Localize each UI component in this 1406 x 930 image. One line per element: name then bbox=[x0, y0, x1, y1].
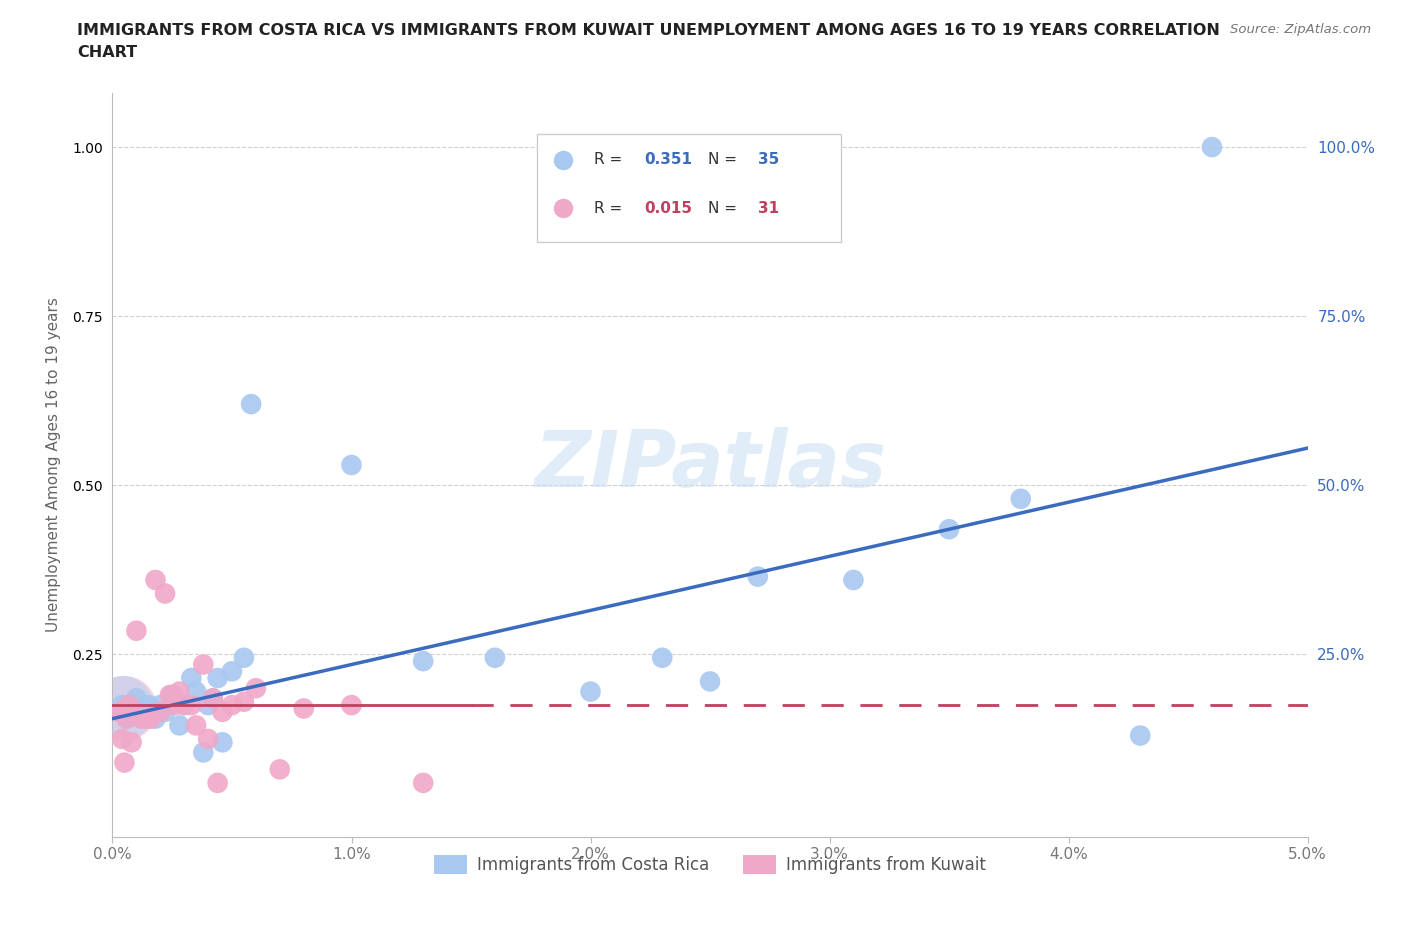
Point bbox=[340, 698, 363, 712]
Point bbox=[114, 708, 135, 723]
Point bbox=[269, 762, 291, 777]
Point bbox=[111, 698, 134, 712]
Text: N =: N = bbox=[707, 201, 741, 216]
Text: ZIPatlas: ZIPatlas bbox=[534, 427, 886, 503]
Point bbox=[201, 691, 224, 706]
Text: 0.351: 0.351 bbox=[644, 153, 692, 167]
Point bbox=[138, 698, 160, 712]
Text: 0.015: 0.015 bbox=[644, 201, 692, 216]
Point bbox=[1010, 491, 1032, 506]
Point bbox=[579, 684, 602, 699]
Point bbox=[221, 698, 243, 712]
Point bbox=[118, 698, 141, 712]
Point bbox=[149, 698, 172, 712]
Point bbox=[186, 684, 208, 699]
Point bbox=[180, 671, 202, 685]
Point bbox=[145, 573, 167, 588]
Point bbox=[111, 732, 134, 747]
Point bbox=[233, 650, 256, 665]
Point bbox=[245, 681, 267, 696]
Point bbox=[207, 671, 229, 685]
Point bbox=[111, 701, 134, 716]
Text: N =: N = bbox=[707, 153, 741, 167]
Point bbox=[129, 704, 152, 719]
Point bbox=[145, 711, 167, 726]
Point bbox=[233, 695, 256, 710]
Point bbox=[169, 684, 191, 699]
Point bbox=[197, 732, 219, 747]
Point bbox=[115, 711, 138, 726]
Point bbox=[139, 711, 162, 726]
Point bbox=[149, 704, 172, 719]
Point bbox=[173, 698, 195, 712]
Y-axis label: Unemployment Among Ages 16 to 19 years: Unemployment Among Ages 16 to 19 years bbox=[46, 298, 60, 632]
Point bbox=[125, 623, 148, 638]
Point bbox=[747, 569, 769, 584]
Point bbox=[240, 397, 263, 412]
Point bbox=[207, 776, 229, 790]
Point bbox=[211, 704, 233, 719]
FancyBboxPatch shape bbox=[537, 134, 842, 242]
Point bbox=[162, 687, 183, 702]
Point bbox=[115, 711, 138, 726]
Point bbox=[938, 522, 960, 537]
Point bbox=[340, 458, 363, 472]
Point bbox=[129, 711, 152, 726]
Point bbox=[197, 698, 219, 712]
Point bbox=[651, 650, 673, 665]
Point bbox=[121, 735, 143, 750]
Point bbox=[412, 776, 434, 790]
Point bbox=[121, 701, 143, 716]
Point bbox=[114, 755, 135, 770]
Point bbox=[412, 654, 434, 669]
Legend: Immigrants from Costa Rica, Immigrants from Kuwait: Immigrants from Costa Rica, Immigrants f… bbox=[427, 848, 993, 881]
Text: R =: R = bbox=[595, 201, 627, 216]
Point bbox=[193, 745, 215, 760]
Point bbox=[153, 586, 176, 601]
Point bbox=[842, 573, 865, 588]
Point bbox=[201, 691, 224, 706]
Point bbox=[108, 704, 131, 719]
Point bbox=[135, 711, 157, 726]
Text: IMMIGRANTS FROM COSTA RICA VS IMMIGRANTS FROM KUWAIT UNEMPLOYMENT AMONG AGES 16 : IMMIGRANTS FROM COSTA RICA VS IMMIGRANTS… bbox=[77, 23, 1220, 38]
Point bbox=[153, 704, 176, 719]
Text: CHART: CHART bbox=[77, 45, 138, 60]
Point bbox=[186, 718, 208, 733]
Point bbox=[221, 664, 243, 679]
Text: R =: R = bbox=[595, 153, 627, 167]
Point bbox=[699, 674, 721, 689]
Point bbox=[292, 701, 315, 716]
Point bbox=[193, 658, 215, 672]
Point bbox=[169, 718, 191, 733]
Point bbox=[1129, 728, 1152, 743]
Point bbox=[484, 650, 506, 665]
Point bbox=[125, 691, 148, 706]
Point bbox=[1201, 140, 1223, 154]
Text: Source: ZipAtlas.com: Source: ZipAtlas.com bbox=[1230, 23, 1371, 36]
Text: 35: 35 bbox=[758, 153, 779, 167]
Text: 31: 31 bbox=[758, 201, 779, 216]
Point bbox=[211, 735, 233, 750]
Point bbox=[159, 687, 181, 702]
Point bbox=[114, 701, 135, 716]
Point bbox=[163, 698, 186, 712]
Point bbox=[173, 698, 195, 712]
Point bbox=[180, 698, 202, 712]
